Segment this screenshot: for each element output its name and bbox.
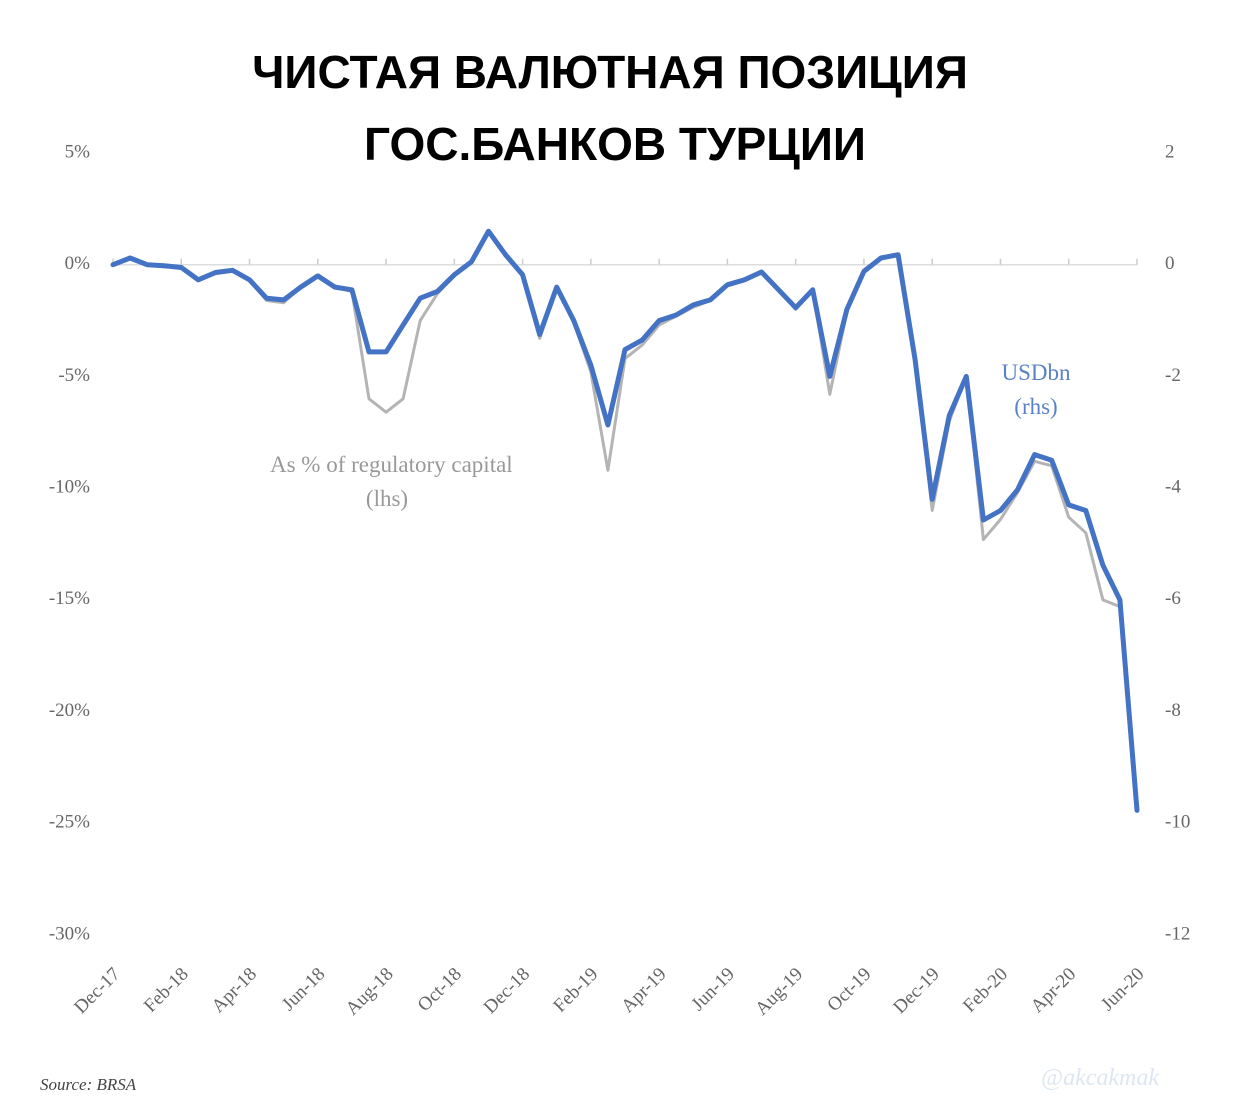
y-tick-label: -25%	[49, 812, 90, 833]
x-tick-label: Apr-18	[208, 964, 261, 1017]
x-tick-label: Aug-19	[751, 964, 807, 1020]
y-tick-label: -10%	[49, 477, 90, 498]
chart-title: ЧИСТАЯ ВАЛЮТНАЯ ПОЗИЦИЯ	[252, 46, 968, 98]
y2-tick-label: 0	[1165, 253, 1175, 274]
y2-tick-label: -12	[1165, 923, 1190, 944]
y2-tick-label: -10	[1165, 812, 1190, 833]
x-tick-label: Dec-17	[70, 964, 124, 1018]
y-tick-label: -5%	[58, 365, 90, 386]
y-tick-label: -30%	[49, 923, 90, 944]
x-tick-label: Apr-20	[1027, 964, 1080, 1017]
annotation: USDbn	[1001, 360, 1071, 385]
annotation: (lhs)	[366, 486, 408, 511]
y2-tick-label: -8	[1165, 700, 1181, 721]
x-tick-label: Feb-18	[140, 964, 193, 1017]
watermark: @akcakmak	[1041, 1065, 1159, 1091]
x-tick-label: Oct-18	[414, 964, 466, 1016]
x-tick-label: Feb-19	[549, 964, 602, 1017]
x-tick-label: Aug-18	[342, 964, 398, 1020]
y2-tick-label: -4	[1165, 477, 1181, 498]
annotation: (rhs)	[1014, 394, 1057, 419]
x-tick-label: Dec-18	[480, 964, 534, 1018]
y-tick-label: -20%	[49, 700, 90, 721]
y-tick-label: 5%	[65, 141, 91, 162]
x-tick-label: Jun-18	[278, 964, 329, 1015]
y2-tick-label: -2	[1165, 365, 1181, 386]
y2-tick-label: -6	[1165, 588, 1181, 609]
chart-title: ГОС.БАНКОВ ТУРЦИИ	[364, 118, 866, 170]
y2-tick-label: 2	[1165, 141, 1175, 162]
x-tick-label: Jun-19	[688, 964, 739, 1015]
x-tick-label: Apr-19	[617, 964, 670, 1017]
y-tick-label: 0%	[65, 253, 91, 274]
source: Source: BRSA	[40, 1075, 137, 1094]
x-tick-label: Jun-20	[1097, 964, 1148, 1015]
x-tick-label: Feb-20	[959, 964, 1012, 1017]
x-tick-label: Oct-19	[823, 964, 875, 1016]
annotation: As % of regulatory capital	[270, 452, 513, 477]
x-tick-label: Dec-19	[889, 964, 943, 1018]
series-line	[110, 228, 1140, 813]
y-tick-label: -15%	[49, 588, 90, 609]
